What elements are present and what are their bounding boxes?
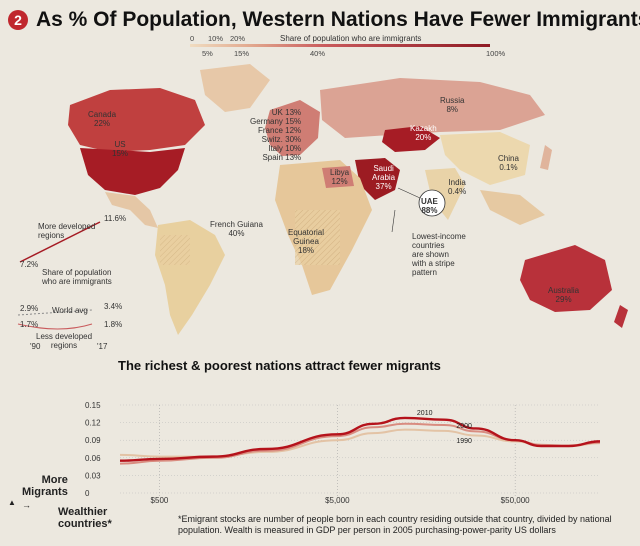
label-australia: Australia 29% xyxy=(548,286,580,304)
scale-tick: 5% xyxy=(202,49,213,58)
japan-shape xyxy=(540,145,552,170)
series-label-1990: 1990 xyxy=(456,438,472,445)
scale-tick: 10% xyxy=(208,34,224,43)
color-scale: 0 10% 20% Share of population who are im… xyxy=(190,34,505,60)
scale-label: Share of population who are immigrants xyxy=(280,34,422,43)
chart-series-labels: 2010 2000 1990 xyxy=(417,410,472,445)
kazakhstan-shape xyxy=(382,126,440,152)
label-russia: Russia 8% xyxy=(440,96,465,114)
label-libya: Libya 12% xyxy=(330,168,350,186)
scale-tick: 15% xyxy=(234,49,250,58)
libya-shape xyxy=(322,166,354,188)
label-canada: Canada 22% xyxy=(88,110,117,128)
trend-world-label: World avg xyxy=(52,306,88,315)
trend-share-label: Share of population who are immigrants xyxy=(42,268,112,286)
page-title: As % Of Population, Western Nations Have… xyxy=(36,8,640,31)
chart-series xyxy=(119,416,601,465)
label-saudi-arabia: Saudi Arabia 37% xyxy=(372,164,396,191)
y-tick-label: 0 xyxy=(85,489,90,498)
uae-callout-circle xyxy=(418,189,446,217)
scale-tick: 40% xyxy=(310,49,326,58)
label-china: China 0.1% xyxy=(498,154,519,172)
chart-title: The richest & poorest nations attract fe… xyxy=(118,358,441,373)
section-number-badge: 2 xyxy=(8,10,28,30)
china-shape xyxy=(440,132,530,185)
chart-grid xyxy=(120,404,600,497)
label-french-guiana: French Guiana 40% xyxy=(210,220,263,238)
label-lowest-income-note: Lowest-income countries are shown with a… xyxy=(412,232,466,277)
trend-less-dev-start: 1.7% xyxy=(20,320,39,329)
header: 2 As % Of Population, Western Nations Ha… xyxy=(8,6,640,34)
label-india: India 0.4% xyxy=(448,178,467,196)
label-europe: UK 13% Germany 15% France 12% Switz. 30%… xyxy=(250,108,302,162)
y-tick-label: 0.12 xyxy=(85,419,101,428)
greenland-shape xyxy=(200,64,270,112)
trend-inset-lines xyxy=(17,221,101,330)
y-tick-label: 0.03 xyxy=(85,471,101,480)
chart-y-ticks: 0.15 0.12 0.09 0.06 0.03 0 xyxy=(85,401,101,498)
scale-bar xyxy=(190,44,490,47)
label-us: US 15% xyxy=(112,140,129,158)
trend-more-dev-start: 7.2% xyxy=(20,260,39,269)
chart-x-axis-label: Wealthier countries* xyxy=(58,506,112,530)
india-shape xyxy=(425,168,465,220)
x-tick-label: $500 xyxy=(151,496,169,505)
canada-shape xyxy=(68,88,205,152)
mexico-shape xyxy=(105,192,158,228)
trend-world-start: 2.9% xyxy=(20,304,39,313)
trend-less-developed-label: Less developed regions xyxy=(36,332,93,350)
trend-less-dev-end: 1.8% xyxy=(104,320,123,329)
y-tick-label: 0.09 xyxy=(85,436,101,445)
series-line-2010 xyxy=(119,416,601,462)
y-tick-label: 0.15 xyxy=(85,401,101,410)
trend-year-end: '17 xyxy=(97,342,108,351)
new-zealand-shape xyxy=(614,305,628,328)
x-tick-label: $50,000 xyxy=(501,496,530,505)
y-arrow-icon: ▲ xyxy=(8,498,16,507)
label-kazakh: Kazakh 20% xyxy=(410,124,437,142)
russia-shape xyxy=(320,78,545,138)
australia-shape xyxy=(520,245,612,312)
trend-more-dev-end: 11.6% xyxy=(104,214,127,223)
chart-y-axis-label: More Migrants xyxy=(22,474,68,498)
label-equatorial-guinea: Equatorial Guinea 18% xyxy=(288,228,325,255)
y-tick-label: 0.06 xyxy=(85,454,101,463)
footnote: *Emigrant stocks are number of people bo… xyxy=(178,514,612,535)
chart-x-ticks: $500 $5,000 $50,000 xyxy=(151,496,531,505)
series-label-2010: 2010 xyxy=(417,410,433,417)
world-map xyxy=(68,64,628,335)
label-uae: UAE 88% xyxy=(421,197,438,215)
line-chart: 0.150.120.090.060.030 $500 $5,000 $50,000 … xyxy=(85,401,601,505)
scale-tick: 100% xyxy=(486,49,506,58)
x-tick-label: $5,000 xyxy=(325,496,350,505)
scale-tick: 20% xyxy=(230,34,246,43)
trend-world-end: 3.4% xyxy=(104,302,123,311)
scale-tick: 0 xyxy=(190,34,195,43)
trend-year-start: '90 xyxy=(30,342,41,351)
europe-shape xyxy=(265,100,320,156)
middle-east-shape xyxy=(355,158,400,200)
x-arrow-icon: → xyxy=(22,500,31,510)
trend-more-developed-label: More developed regions xyxy=(38,222,96,240)
us-shape xyxy=(80,148,185,195)
se-asia-shape xyxy=(480,190,545,225)
series-label-2000: 2000 xyxy=(456,423,472,430)
